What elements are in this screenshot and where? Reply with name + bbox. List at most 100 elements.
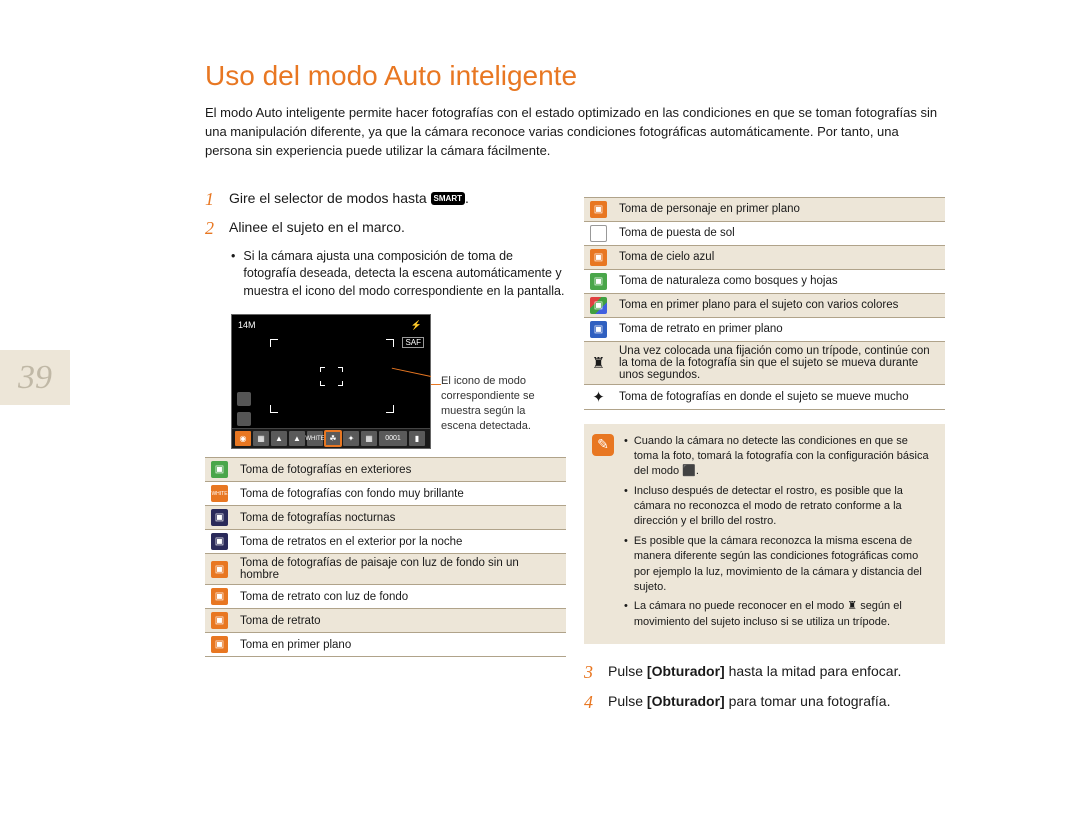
table-row: ▣ Toma de retrato con luz de fondo bbox=[205, 585, 566, 609]
table-row: ▣ Toma en primer plano bbox=[205, 633, 566, 657]
step-1-text: Gire el selector de modos hasta SMART. bbox=[229, 189, 469, 209]
scene-desc: Toma de retrato en primer plano bbox=[613, 317, 945, 341]
smart-mode-icon: SMART bbox=[431, 192, 465, 205]
scene-icon-cell: ▣ bbox=[205, 554, 234, 585]
lcd-bar-icon-highlighted: ☘ bbox=[325, 431, 341, 446]
scene-desc: Toma en primer plano para el sujeto con … bbox=[613, 293, 945, 317]
note-icon: ✎ bbox=[592, 434, 614, 456]
scene-desc: Toma de fotografías con fondo muy brilla… bbox=[234, 482, 566, 506]
lcd-mode-icon: ◉ bbox=[235, 431, 251, 446]
lcd-saf-label: SAF bbox=[402, 337, 424, 348]
step-1: 1 Gire el selector de modos hasta SMART. bbox=[205, 189, 566, 211]
table-row: ▣Toma de retrato en primer plano bbox=[584, 317, 945, 341]
scene-icon-cell: ▣ bbox=[205, 458, 234, 482]
scene-desc: Toma de fotografías en donde el sujeto s… bbox=[613, 384, 945, 409]
scene-icon-cell: ▣ bbox=[205, 633, 234, 657]
right-icon-table: ▣Toma de personaje en primer plano▣Toma … bbox=[584, 197, 945, 410]
note-item: •La cámara no puede reconocer en el modo… bbox=[624, 599, 933, 630]
notes-list: •Cuando la cámara no detecte las condici… bbox=[624, 434, 933, 631]
scene-desc: Toma de retratos en el exterior por la n… bbox=[234, 530, 566, 554]
scene-icon-cell: ♜ bbox=[584, 341, 613, 384]
lcd-bar-icon-6: ✦ bbox=[343, 431, 359, 446]
lcd-bar-icon-1: ▦ bbox=[253, 431, 269, 446]
scene-icon: ▣ bbox=[211, 588, 228, 605]
scene-icon: ▣ bbox=[211, 461, 228, 478]
scene-icon-cell: ▣ bbox=[205, 585, 234, 609]
scene-glyph: ✦ bbox=[592, 389, 605, 406]
step-3-number: 3 bbox=[584, 662, 598, 684]
scene-desc: Toma de fotografías nocturnas bbox=[234, 506, 566, 530]
table-row: ▣Toma de retrato bbox=[205, 609, 566, 633]
scene-glyph: ♜ bbox=[592, 355, 605, 372]
lcd-bar-icon-4: WHITE bbox=[307, 431, 323, 446]
scene-desc: Una vez colocada una fijación como un tr… bbox=[613, 341, 945, 384]
table-row: ▣ Toma de fotografías nocturnas bbox=[205, 506, 566, 530]
step-2-number: 2 bbox=[205, 218, 219, 240]
lcd-caption: El icono de modo correspondiente se mues… bbox=[441, 314, 561, 433]
table-row: ▣ Toma de retratos en el exterior por la … bbox=[205, 530, 566, 554]
scene-desc: Toma de puesta de sol bbox=[613, 221, 945, 245]
table-row: WHITEToma de fotografías con fondo muy b… bbox=[205, 482, 566, 506]
lcd-bar-counter: 0001 bbox=[379, 431, 407, 446]
scene-icon-cell: ▣ bbox=[584, 197, 613, 221]
lcd-icon-stab bbox=[237, 412, 251, 426]
scene-icon-cell: ▣ bbox=[205, 506, 234, 530]
scene-icon: ▣ bbox=[211, 636, 228, 653]
lcd-bar-icon-7: ▦ bbox=[361, 431, 377, 446]
caption-leader-line bbox=[431, 384, 441, 385]
scene-icon-cell: ▣ bbox=[584, 245, 613, 269]
scene-icon: ▣ bbox=[590, 201, 607, 218]
right-column: ▣Toma de personaje en primer plano▣Toma … bbox=[584, 189, 945, 722]
table-row: ♜ Una vez colocada una fijación como un t… bbox=[584, 341, 945, 384]
scene-icon: ▣ bbox=[211, 509, 228, 526]
scene-desc: Toma en primer plano bbox=[234, 633, 566, 657]
scene-desc: Toma de retrato con luz de fondo bbox=[234, 585, 566, 609]
step-2-text: Alinee el sujeto en el marco. bbox=[229, 218, 405, 238]
scene-icon: ▣ bbox=[590, 225, 607, 242]
note-item: •Incluso después de detectar el rostro, … bbox=[624, 484, 933, 530]
scene-desc: Toma de personaje en primer plano bbox=[613, 197, 945, 221]
lcd-bar-battery-icon: ▮ bbox=[409, 431, 425, 446]
intro-text: El modo Auto inteligente permite hacer f… bbox=[205, 104, 945, 161]
table-row: ▣ Toma de personaje en primer plano bbox=[584, 197, 945, 221]
scene-desc: Toma de fotografías de paisaje con luz d… bbox=[234, 554, 566, 585]
lcd-screen: 14M ⚡ SAF bbox=[231, 314, 431, 449]
step-2: 2 Alinee el sujeto en el marco. bbox=[205, 218, 566, 240]
page-number-tab: 39 bbox=[0, 350, 70, 405]
scene-icon-cell: ▣ bbox=[584, 317, 613, 341]
left-column: 1 Gire el selector de modos hasta SMART.… bbox=[205, 189, 566, 722]
scene-icon-cell: ✦ bbox=[584, 384, 613, 409]
scene-icon: ▣ bbox=[211, 561, 228, 578]
step-4: 4 Pulse [Obturador] para tomar una fotog… bbox=[584, 692, 945, 714]
scene-icon-cell: ▣ bbox=[584, 269, 613, 293]
scene-desc: Toma de naturaleza como bosques y hojas bbox=[613, 269, 945, 293]
lcd-icon-flash bbox=[237, 392, 251, 406]
lcd-resolution: 14M bbox=[238, 320, 256, 330]
scene-icon-cell: ▣ bbox=[205, 609, 234, 633]
step-2-bullet: • Si la cámara ajusta una composición de… bbox=[231, 248, 566, 301]
scene-desc: Toma de cielo azul bbox=[613, 245, 945, 269]
scene-icon: ▣ bbox=[590, 273, 607, 290]
lcd-left-icons bbox=[237, 392, 251, 426]
scene-icon-cell: ▣ bbox=[584, 293, 613, 317]
lcd-bar-icon-3: ▲ bbox=[289, 431, 305, 446]
table-row: ▣ Toma de puesta de sol bbox=[584, 221, 945, 245]
scene-icon-cell: ▣ bbox=[584, 221, 613, 245]
step-4-number: 4 bbox=[584, 692, 598, 714]
step-3: 3 Pulse [Obturador] hasta la mitad para … bbox=[584, 662, 945, 684]
scene-icon: ▣ bbox=[211, 533, 228, 550]
camera-lcd-figure: 14M ⚡ SAF bbox=[231, 314, 566, 449]
lcd-focus-brackets bbox=[270, 339, 394, 413]
scene-desc: Toma de retrato bbox=[234, 609, 566, 633]
table-row: ▣ Toma de naturaleza como bosques y hojas bbox=[584, 269, 945, 293]
table-row: ▣ Toma de fotografías en exteriores bbox=[205, 458, 566, 482]
scene-icon-cell: WHITE bbox=[205, 482, 234, 506]
table-row: ✦ Toma de fotografías en donde el sujeto … bbox=[584, 384, 945, 409]
table-row: ▣Toma en primer plano para el sujeto con… bbox=[584, 293, 945, 317]
step-3-text: Pulse [Obturador] hasta la mitad para en… bbox=[608, 662, 901, 682]
table-row: ▣ Toma de cielo azul bbox=[584, 245, 945, 269]
scene-icon: ▣ bbox=[590, 249, 607, 266]
left-icon-table: ▣Toma de fotografías en exterioresWHITET… bbox=[205, 457, 566, 657]
scene-desc: Toma de fotografías en exteriores bbox=[234, 458, 566, 482]
step-1-number: 1 bbox=[205, 189, 219, 211]
